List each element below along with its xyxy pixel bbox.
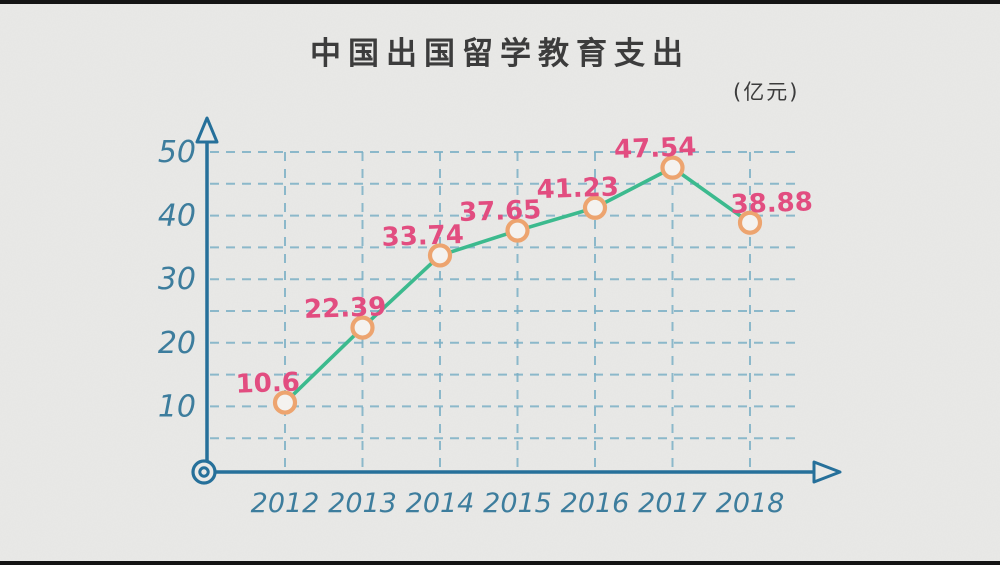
y-tick-label: 50 (158, 135, 196, 170)
value-label-2014: 33.74 (381, 220, 464, 253)
y-tick-label: 20 (158, 326, 196, 361)
x-tick-label: 2014 (406, 488, 475, 519)
data-point-2012 (272, 390, 298, 415)
unit-label: (亿元) (733, 80, 800, 104)
data-point-2018 (737, 210, 763, 235)
y-tick-label: 10 (158, 389, 196, 424)
data-point-2013 (350, 315, 375, 340)
letterbox-bar-bottom (0, 561, 1000, 565)
value-label-2018: 38.88 (730, 187, 813, 220)
data-point-2016 (582, 195, 608, 220)
value-label-2016: 41.23 (536, 172, 619, 205)
x-tick-label: 2012 (251, 488, 320, 519)
y-tick-label: 40 (158, 199, 196, 234)
data-point-2017 (660, 155, 685, 180)
chart-title: 中国出国留学教育支出 (310, 36, 690, 72)
x-tick-label: 2015 (483, 488, 552, 519)
x-tick-label: 2016 (561, 488, 630, 519)
value-label-2013: 22.39 (304, 292, 387, 325)
value-label-2015: 37.65 (459, 195, 542, 228)
x-tick-label: 2013 (328, 488, 397, 519)
x-tick-label: 2018 (716, 488, 785, 519)
data-point-2014 (427, 243, 453, 268)
value-label-2017: 47.54 (614, 132, 697, 165)
y-tick-label: 30 (158, 262, 196, 297)
y-axis-arrow-icon (195, 116, 219, 144)
data-point-2015 (505, 218, 530, 243)
value-label-2012: 10.6 (235, 367, 300, 399)
letterbox-bar-top (0, 0, 1000, 4)
origin-marker-inner (198, 466, 210, 478)
x-tick-label: 2017 (638, 488, 707, 519)
x-axis-arrow-icon (812, 460, 842, 484)
